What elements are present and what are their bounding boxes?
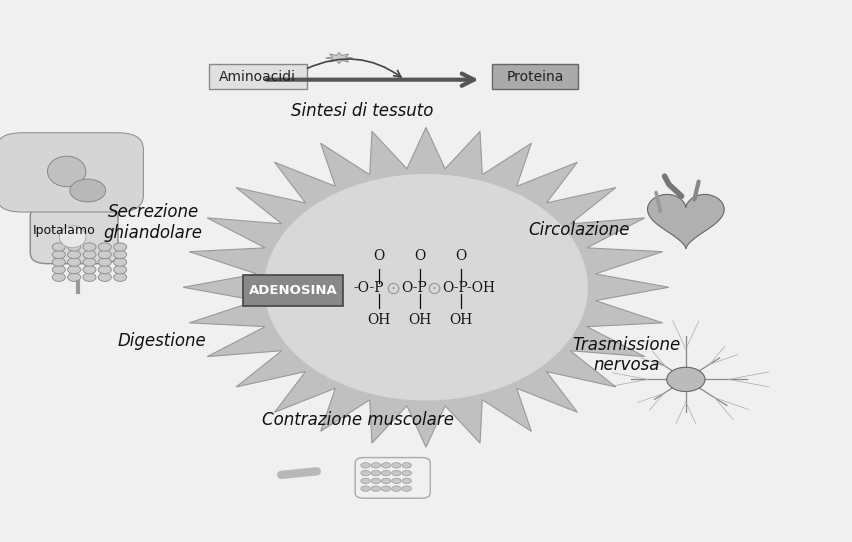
Circle shape — [98, 273, 112, 281]
FancyBboxPatch shape — [3, 145, 137, 200]
Circle shape — [52, 266, 66, 274]
Ellipse shape — [402, 470, 412, 476]
Text: OH: OH — [408, 313, 432, 327]
Circle shape — [70, 179, 106, 202]
Circle shape — [98, 258, 112, 266]
Circle shape — [98, 243, 112, 251]
Ellipse shape — [392, 463, 401, 468]
Circle shape — [113, 258, 127, 266]
Circle shape — [52, 250, 66, 259]
FancyBboxPatch shape — [30, 205, 118, 264]
Circle shape — [113, 250, 127, 259]
Text: ⊙: ⊙ — [426, 279, 441, 298]
Text: ⊙: ⊙ — [385, 279, 400, 298]
Text: OH: OH — [449, 313, 473, 327]
Circle shape — [67, 258, 81, 266]
Circle shape — [67, 266, 81, 274]
Text: Contrazione muscolare: Contrazione muscolare — [262, 411, 454, 429]
Text: Secrezione
ghiandolare: Secrezione ghiandolare — [104, 203, 203, 242]
Ellipse shape — [392, 486, 401, 491]
Ellipse shape — [360, 463, 370, 468]
Ellipse shape — [371, 470, 381, 476]
Ellipse shape — [382, 478, 391, 483]
Ellipse shape — [402, 486, 412, 491]
Ellipse shape — [360, 486, 370, 491]
Circle shape — [52, 258, 66, 266]
Ellipse shape — [371, 463, 381, 468]
Text: O: O — [455, 249, 467, 263]
Ellipse shape — [392, 478, 401, 483]
FancyBboxPatch shape — [243, 275, 343, 306]
Ellipse shape — [360, 470, 370, 476]
Ellipse shape — [371, 486, 381, 491]
Circle shape — [667, 367, 705, 391]
Circle shape — [83, 266, 96, 274]
Circle shape — [98, 250, 112, 259]
Text: Proteina: Proteina — [506, 70, 564, 84]
Polygon shape — [183, 127, 669, 447]
Text: Digestione: Digestione — [118, 332, 206, 351]
Ellipse shape — [48, 156, 86, 186]
Circle shape — [83, 258, 96, 266]
Circle shape — [98, 266, 112, 274]
Circle shape — [52, 273, 66, 281]
Ellipse shape — [382, 463, 391, 468]
FancyBboxPatch shape — [0, 133, 143, 212]
Circle shape — [67, 273, 81, 281]
Text: ADENOSINA: ADENOSINA — [249, 284, 337, 297]
Circle shape — [52, 243, 66, 251]
Ellipse shape — [264, 174, 588, 401]
Circle shape — [113, 243, 127, 251]
FancyBboxPatch shape — [492, 64, 578, 89]
FancyBboxPatch shape — [209, 64, 307, 89]
Polygon shape — [648, 195, 724, 249]
Text: Aminoacidi: Aminoacidi — [219, 70, 296, 84]
Polygon shape — [325, 53, 353, 63]
Circle shape — [83, 243, 96, 251]
Ellipse shape — [382, 486, 391, 491]
Text: O: O — [373, 249, 385, 263]
Text: O: O — [414, 249, 426, 263]
Circle shape — [67, 250, 81, 259]
Ellipse shape — [59, 226, 86, 248]
Ellipse shape — [402, 478, 412, 483]
Ellipse shape — [382, 470, 391, 476]
Text: Trasmissione
nervosa: Trasmissione nervosa — [572, 335, 681, 375]
Text: -O-P: -O-P — [354, 281, 384, 295]
Text: Ipotalamo: Ipotalamo — [32, 224, 95, 237]
Text: O-P: O-P — [401, 281, 427, 295]
Circle shape — [113, 266, 127, 274]
Circle shape — [113, 273, 127, 281]
Text: Sintesi di tessuto: Sintesi di tessuto — [291, 102, 434, 120]
Text: Circolazione: Circolazione — [528, 221, 630, 240]
Ellipse shape — [360, 478, 370, 483]
Text: O-P-OH: O-P-OH — [442, 281, 495, 295]
Circle shape — [83, 273, 96, 281]
Ellipse shape — [371, 478, 381, 483]
Circle shape — [83, 250, 96, 259]
Circle shape — [67, 243, 81, 251]
Text: OH: OH — [367, 313, 391, 327]
Ellipse shape — [402, 463, 412, 468]
Ellipse shape — [392, 470, 401, 476]
